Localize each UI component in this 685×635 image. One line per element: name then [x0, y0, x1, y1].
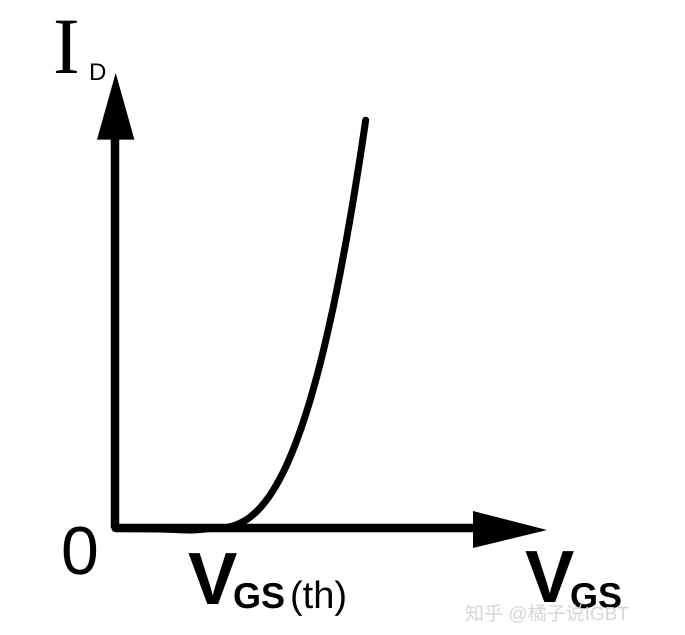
svg-text:0: 0 — [61, 513, 99, 589]
svg-text:GS: GS — [233, 575, 285, 616]
svg-text:知乎 @橘子说IGBT: 知乎 @橘子说IGBT — [465, 604, 629, 625]
svg-text:D: D — [89, 59, 106, 86]
svg-text:V: V — [188, 537, 237, 620]
svg-text:I: I — [53, 3, 80, 91]
svg-text:(th): (th) — [290, 575, 347, 617]
